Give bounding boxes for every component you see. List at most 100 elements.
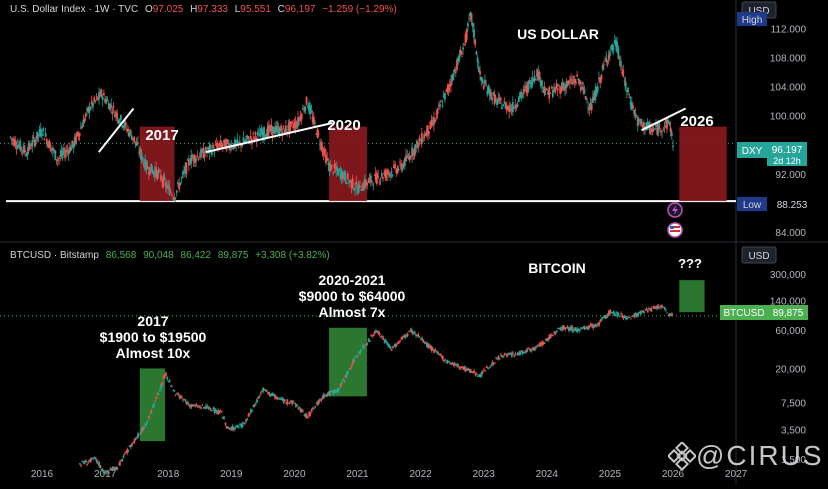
dxy-candle bbox=[604, 60, 606, 62]
dxy-candle bbox=[185, 162, 188, 175]
btc-candle bbox=[247, 414, 250, 417]
dxy-candle bbox=[497, 97, 500, 103]
btc-candle bbox=[426, 342, 428, 347]
dxy-candle bbox=[198, 156, 201, 158]
dxy-candle bbox=[282, 125, 285, 127]
dxy-candle bbox=[99, 91, 102, 97]
dxy-candle bbox=[385, 174, 388, 175]
dxy-candle bbox=[396, 167, 399, 173]
dxy-candle bbox=[318, 143, 321, 145]
btc-candle bbox=[248, 413, 251, 415]
dxy-candle bbox=[623, 79, 626, 81]
btc-candle bbox=[506, 353, 508, 357]
btc-candle bbox=[309, 412, 312, 415]
dxy-candle bbox=[300, 113, 303, 120]
btc-candle bbox=[372, 334, 375, 336]
btc-candle bbox=[273, 393, 275, 396]
dxy-candle bbox=[525, 85, 528, 92]
dxy-candle bbox=[166, 185, 168, 189]
btc-candle bbox=[222, 416, 224, 419]
dxy-candle bbox=[288, 122, 291, 133]
dxy-candle bbox=[276, 126, 279, 128]
dxy-candle bbox=[149, 167, 151, 175]
dxy-candle bbox=[645, 122, 648, 130]
btc-candle bbox=[434, 349, 437, 351]
x-axis-tick: 2016 bbox=[31, 469, 54, 480]
dxy-candle bbox=[505, 105, 508, 111]
dxy-candle bbox=[121, 125, 123, 127]
btc-candle bbox=[495, 357, 497, 359]
btc-candle bbox=[326, 394, 329, 396]
dxy-candle bbox=[71, 140, 74, 146]
dxy-candle bbox=[260, 128, 263, 135]
dxy-candle bbox=[328, 163, 331, 172]
dxy-candle bbox=[477, 67, 480, 73]
btc-candle bbox=[642, 310, 644, 313]
dxy-candle bbox=[242, 137, 245, 142]
dxy-candle bbox=[348, 181, 350, 184]
dxy-candle bbox=[221, 144, 224, 146]
dxy-red-box bbox=[679, 126, 727, 202]
dxy-candle bbox=[542, 86, 545, 88]
btc-candle bbox=[476, 376, 479, 377]
dxy-candle bbox=[81, 126, 83, 129]
dxy-candle bbox=[299, 116, 302, 121]
btc-candle bbox=[483, 369, 485, 371]
dxy-candle bbox=[454, 71, 457, 73]
dxy-candle bbox=[177, 182, 179, 184]
dxy-candle bbox=[485, 85, 488, 87]
btc-candle bbox=[578, 329, 581, 332]
dxy-candle bbox=[464, 33, 467, 43]
dxy-candle bbox=[526, 84, 529, 93]
btc-candle bbox=[304, 413, 307, 417]
dxy-candle bbox=[566, 80, 569, 86]
btc-candle bbox=[648, 308, 650, 310]
dxy-candle bbox=[289, 121, 292, 128]
btc-candle bbox=[328, 391, 331, 396]
btc-candle bbox=[457, 365, 460, 367]
btc-candle bbox=[618, 315, 621, 317]
dxy-candle bbox=[217, 145, 219, 151]
btc-candle bbox=[377, 331, 380, 334]
dxy-candle bbox=[231, 147, 234, 149]
btc-candle bbox=[412, 331, 415, 334]
dxy-candle bbox=[335, 166, 338, 171]
btc-candle bbox=[555, 330, 558, 333]
btc-candle bbox=[519, 351, 522, 356]
dxy-candle bbox=[423, 133, 426, 139]
dxy-candle bbox=[92, 103, 94, 107]
dxy-candle bbox=[635, 116, 638, 118]
dxy-candle bbox=[136, 142, 139, 145]
dxy-candle bbox=[274, 127, 276, 135]
dxy-candle bbox=[621, 71, 623, 73]
dxy-candle bbox=[629, 102, 632, 105]
btc-candle bbox=[252, 404, 255, 407]
btc-candle bbox=[230, 428, 233, 430]
btc-candle bbox=[598, 321, 601, 326]
dxy-candle bbox=[73, 137, 76, 145]
btc-candle bbox=[461, 366, 464, 368]
dxy-candle bbox=[36, 131, 39, 140]
btc-candle bbox=[83, 461, 86, 464]
x-axis-tick: 2018 bbox=[157, 469, 180, 480]
dxy-candle bbox=[19, 140, 22, 151]
btc-candle bbox=[577, 329, 580, 331]
btc-candle bbox=[654, 307, 656, 309]
dxy-candle bbox=[662, 129, 665, 130]
btc-candle bbox=[133, 439, 136, 443]
btc-candle bbox=[155, 396, 158, 400]
btc-open: 86,568 bbox=[105, 250, 137, 261]
dxy-candle bbox=[269, 126, 272, 130]
dxy-candle bbox=[379, 178, 382, 180]
btc-candle bbox=[333, 389, 336, 394]
dxy-candle bbox=[60, 150, 63, 157]
btc-candle bbox=[342, 378, 345, 381]
dxy-candle bbox=[292, 125, 295, 129]
btc-candle bbox=[473, 370, 476, 373]
dxy-candle bbox=[593, 93, 596, 101]
btc-candle bbox=[360, 349, 363, 351]
dxy-candle bbox=[212, 144, 214, 149]
btc-candle bbox=[235, 425, 238, 427]
dxy-candle bbox=[442, 95, 445, 98]
